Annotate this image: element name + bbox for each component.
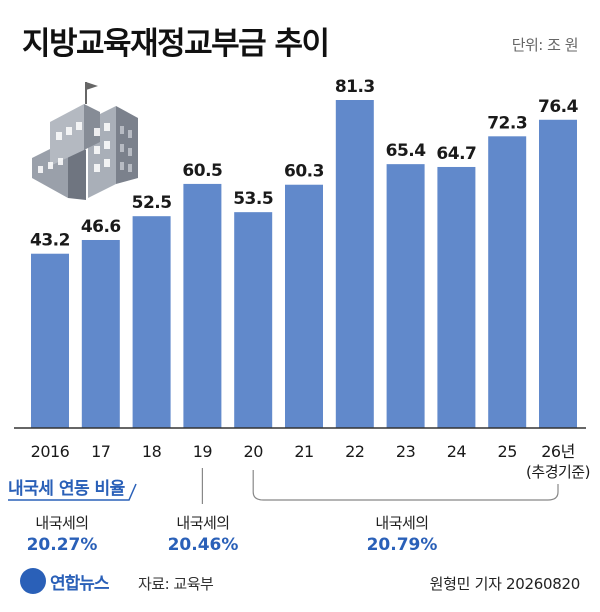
bar-17 <box>81 239 120 428</box>
bar-26년 <box>539 119 577 428</box>
data-label: 43.2 <box>30 231 70 251</box>
x-tick-label: 25 <box>498 442 517 461</box>
page-title: 지방교육재정교부금 추이 <box>22 26 330 62</box>
note-title: 내국세 연동 비율 <box>8 479 125 499</box>
ratio-label: 내국세의 <box>35 514 89 532</box>
ratio-value: 20.46% <box>167 535 239 555</box>
data-label: 60.3 <box>284 162 324 182</box>
data-label: 46.6 <box>81 217 121 237</box>
ratio-2016-2018: 내국세의 20.27% <box>22 512 102 555</box>
ratio-2020-2026: 내국세의 20.79% <box>362 512 442 555</box>
ratio-2019: 내국세의 20.46% <box>163 512 243 555</box>
data-label: 60.5 <box>182 161 222 181</box>
data-label: 52.5 <box>132 193 172 213</box>
bar-24 <box>437 166 476 428</box>
x-tick-label: 18 <box>142 442 162 461</box>
data-label: 65.4 <box>386 141 427 161</box>
bar-2016 <box>31 253 69 428</box>
yonhap-logo-icon <box>20 568 46 594</box>
data-label: 76.4 <box>538 97 579 117</box>
data-label: 53.5 <box>233 189 273 209</box>
credit-label: 원형민 기자 20260820 <box>429 575 581 593</box>
ratio-bracket-2020-2026 <box>252 470 559 501</box>
bar-23 <box>386 164 425 429</box>
data-label: 81.3 <box>335 77 375 97</box>
data-label: 72.3 <box>487 113 527 133</box>
x-tick-label: 19 <box>193 442 213 461</box>
ratio-label: 내국세의 <box>176 514 230 532</box>
ratio-value: 20.79% <box>366 535 438 555</box>
ratio-bracket-2016-2018 <box>8 483 137 501</box>
x-tick-label: 23 <box>396 442 415 461</box>
unit-label: 단위: 조 원 <box>511 36 579 54</box>
x-tick-label: 24 <box>447 442 467 461</box>
school-building-icon <box>32 82 138 200</box>
x-tick-label: 20 <box>244 442 264 461</box>
bar-20 <box>234 212 273 428</box>
bar-22 <box>335 100 374 428</box>
x-tick-note: (추경기준) <box>526 463 590 481</box>
x-tick-label: 17 <box>91 442 110 461</box>
ratio-value: 20.27% <box>26 535 98 555</box>
bar-21 <box>285 184 323 428</box>
bar-18 <box>132 216 171 428</box>
bar-19 <box>183 183 222 428</box>
ratio-label: 내국세의 <box>375 514 429 532</box>
x-tick-label: 2016 <box>31 442 70 461</box>
x-tick-label: 22 <box>345 442 364 461</box>
source-label: 자료: 교육부 <box>138 575 214 593</box>
bar-25 <box>488 136 527 428</box>
yonhap-logo: 연합뉴스 <box>20 568 110 594</box>
x-tick-label: 21 <box>294 442 313 461</box>
data-label: 64.7 <box>436 144 476 164</box>
x-tick-label: 26년 <box>541 442 575 461</box>
